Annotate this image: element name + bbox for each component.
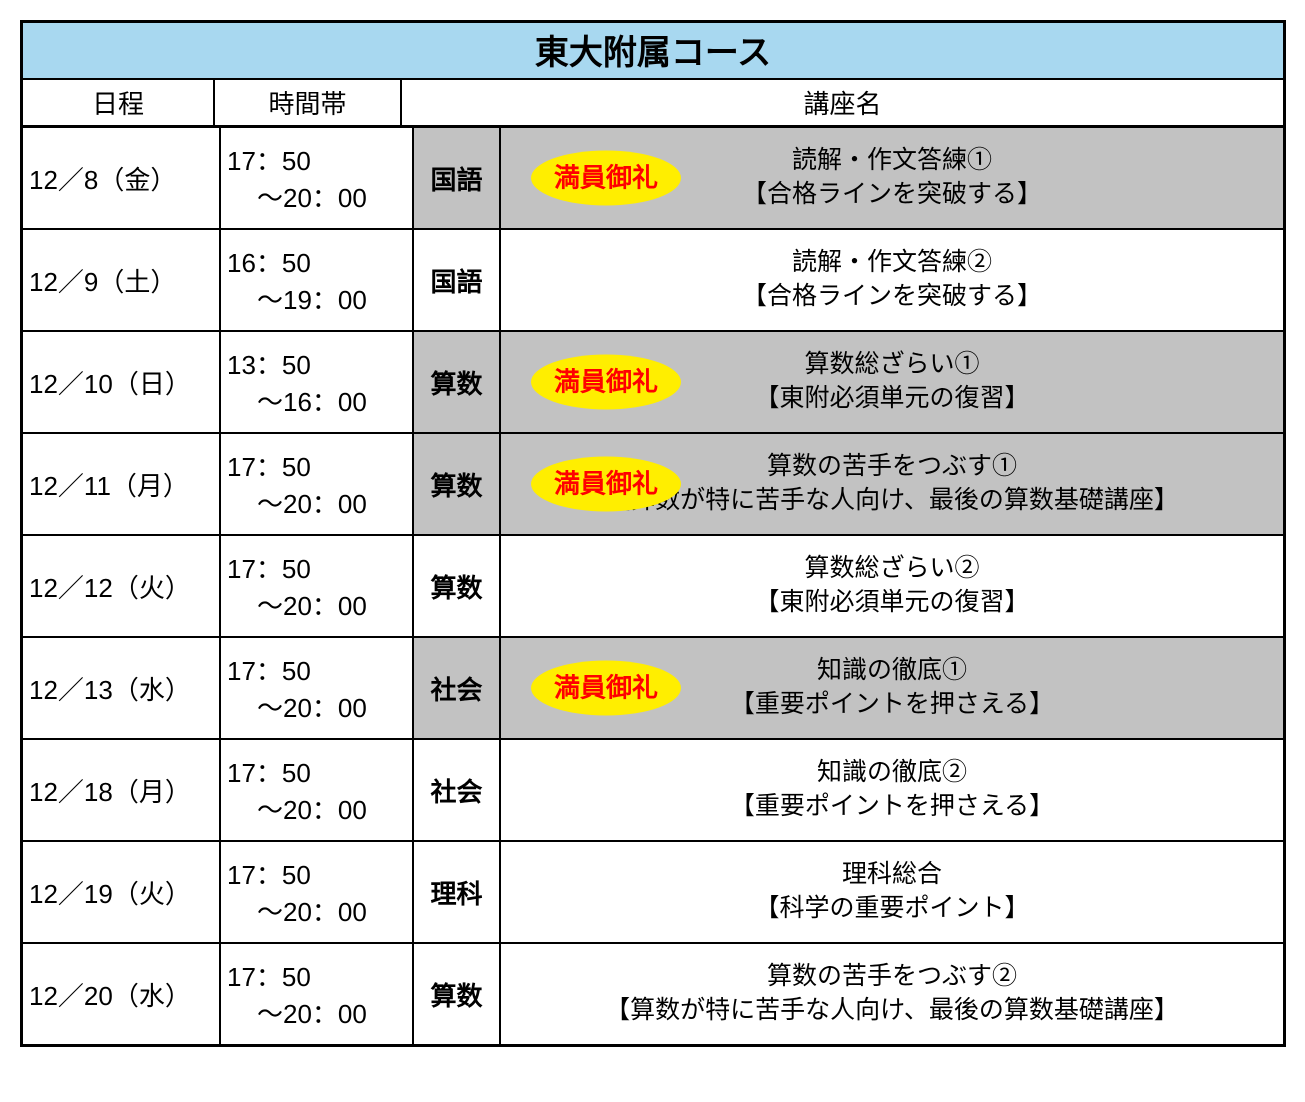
course-text: 知識の徹底②【重要ポイントを押さえる】 — [730, 756, 1054, 824]
course-text: 算数の苦手をつぶす②【算数が特に苦手な人向け、最後の算数基礎講座】 — [605, 960, 1179, 1028]
time-cell: 17：50～20：00 — [221, 434, 414, 534]
date-cell: 12／19（火） — [23, 842, 221, 942]
table-row: 12／8（金）17：50～20：00国語満員御礼 読解・作文答練①【合格ラインを突… — [23, 128, 1283, 230]
table-row: 12／19（火）17：50～20：00理科 理科総合【科学の重要ポイント】 — [23, 842, 1283, 944]
full-badge: 満員御礼 — [531, 151, 681, 206]
table-row: 12／10（日）13：50～16：00算数満員御礼 算数総ざらい①【東附必須単元の… — [23, 332, 1283, 434]
subject-cell: 社会 — [414, 740, 501, 840]
date-cell: 12／12（火） — [23, 536, 221, 636]
subject-cell: 算数 — [414, 434, 501, 534]
date-cell: 12／9（土） — [23, 230, 221, 330]
subject-cell: 算数 — [414, 944, 501, 1044]
time-cell: 13：50～16：00 — [221, 332, 414, 432]
course-cell: 満員御礼算数の苦手をつぶす①【算数が特に苦手な人向け、最後の算数基礎講座】 — [501, 434, 1283, 534]
time-cell: 17：50～20：00 — [221, 740, 414, 840]
subject-cell: 社会 — [414, 638, 501, 738]
header-row: 日程 時間帯 講座名 — [23, 80, 1283, 128]
date-cell: 12／11（月） — [23, 434, 221, 534]
course-cell: 知識の徹底②【重要ポイントを押さえる】 — [501, 740, 1283, 840]
course-cell: 算数の苦手をつぶす②【算数が特に苦手な人向け、最後の算数基礎講座】 — [501, 944, 1283, 1044]
course-cell: 満員御礼 読解・作文答練①【合格ラインを突破する】 — [501, 128, 1283, 228]
date-cell: 12／10（日） — [23, 332, 221, 432]
time-cell: 17：50～20：00 — [221, 842, 414, 942]
course-text: 読解・作文答練②【合格ラインを突破する】 — [742, 246, 1042, 314]
header-course: 講座名 — [402, 80, 1283, 125]
subject-cell: 算数 — [414, 536, 501, 636]
full-badge: 満員御礼 — [531, 661, 681, 716]
date-cell: 12／18（月） — [23, 740, 221, 840]
time-cell: 17：50～20：00 — [221, 128, 414, 228]
time-cell: 17：50～20：00 — [221, 638, 414, 738]
table-row: 12／20（水）17：50～20：00算数 算数の苦手をつぶす②【算数が特に苦手な… — [23, 944, 1283, 1044]
header-time: 時間帯 — [215, 80, 402, 125]
subject-cell: 国語 — [414, 128, 501, 228]
date-cell: 12／8（金） — [23, 128, 221, 228]
full-badge: 満員御礼 — [531, 355, 681, 410]
schedule-table: 東大附属コース 日程 時間帯 講座名 12／8（金）17：50～20：00国語満… — [20, 20, 1286, 1047]
full-badge: 満員御礼 — [531, 457, 681, 512]
course-text: 知識の徹底①【重要ポイントを押さえる】 — [730, 654, 1054, 722]
table-row: 12／18（月）17：50～20：00社会 知識の徹底②【重要ポイントを押さえる】 — [23, 740, 1283, 842]
course-cell: 満員御礼 算数総ざらい①【東附必須単元の復習】 — [501, 332, 1283, 432]
table-row: 12／11（月）17：50～20：00算数満員御礼算数の苦手をつぶす①【算数が特… — [23, 434, 1283, 536]
date-cell: 12／13（水） — [23, 638, 221, 738]
header-date: 日程 — [23, 80, 215, 125]
subject-cell: 理科 — [414, 842, 501, 942]
course-text: 算数総ざらい②【東附必須単元の復習】 — [754, 552, 1029, 620]
course-text: 算数の苦手をつぶす①【算数が特に苦手な人向け、最後の算数基礎講座】 — [605, 450, 1179, 518]
course-cell: 満員御礼知識の徹底①【重要ポイントを押さえる】 — [501, 638, 1283, 738]
time-cell: 16：50～19：00 — [221, 230, 414, 330]
course-cell: 算数総ざらい②【東附必須単元の復習】 — [501, 536, 1283, 636]
date-cell: 12／20（水） — [23, 944, 221, 1044]
course-text: 理科総合【科学の重要ポイント】 — [754, 858, 1029, 926]
course-text: 算数総ざらい①【東附必須単元の復習】 — [754, 348, 1029, 416]
course-cell: 理科総合【科学の重要ポイント】 — [501, 842, 1283, 942]
course-cell: 読解・作文答練②【合格ラインを突破する】 — [501, 230, 1283, 330]
rows-container: 12／8（金）17：50～20：00国語満員御礼読解・作文答練①【合格ラインを突… — [23, 128, 1283, 1044]
table-row: 12／9（土）16：50～19：00国語 読解・作文答練②【合格ラインを突破する】 — [23, 230, 1283, 332]
course-title: 東大附属コース — [23, 23, 1283, 80]
time-cell: 17：50～20：00 — [221, 536, 414, 636]
table-row: 12／13（水）17：50～20：00社会満員御礼知識の徹底①【重要ポイントを押… — [23, 638, 1283, 740]
time-cell: 17：50～20：00 — [221, 944, 414, 1044]
subject-cell: 国語 — [414, 230, 501, 330]
subject-cell: 算数 — [414, 332, 501, 432]
course-text: 読解・作文答練①【合格ラインを突破する】 — [742, 144, 1042, 212]
table-row: 12／12（火）17：50～20：00算数 算数総ざらい②【東附必須単元の復習】 — [23, 536, 1283, 638]
